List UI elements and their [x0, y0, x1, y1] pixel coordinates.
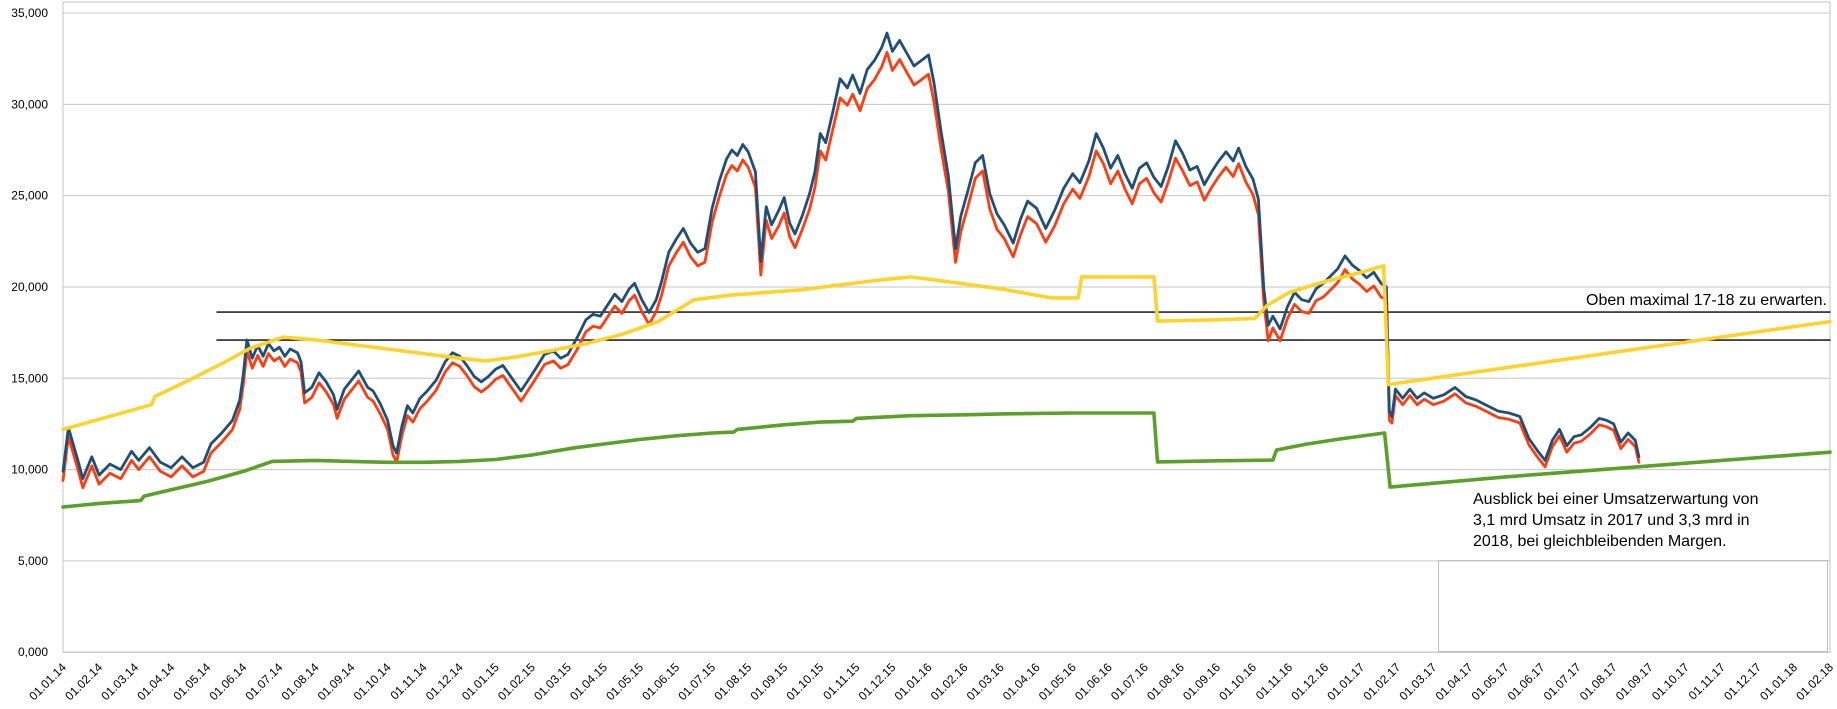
x-tick-label: 01.02.15 [495, 660, 538, 703]
x-tick-label: 01.10.16 [1216, 660, 1259, 703]
y-tick-label: 30,000 [11, 97, 48, 111]
x-tick-label: 01.01.14 [26, 660, 69, 703]
x-tick-label: 01.06.15 [639, 660, 682, 703]
x-tick-label: 01.02.17 [1360, 660, 1403, 703]
x-tick-label: 01.04.15 [567, 660, 610, 703]
x-tick-label: 01.08.16 [1144, 660, 1187, 703]
x-tick-label: 01.08.17 [1577, 660, 1620, 703]
series-price-blue [61, 31, 1641, 481]
x-tick-label: 01.04.17 [1433, 660, 1476, 703]
x-tick-label: 01.03.17 [1397, 660, 1440, 703]
x-tick-label: 01.08.14 [279, 660, 322, 703]
x-tick-label: 01.02.18 [1793, 660, 1836, 703]
annotation-upper-bound: Oben maximal 17-18 zu erwarten. [1586, 292, 1827, 309]
x-tick-label: 01.04.16 [1000, 660, 1043, 703]
y-tick-label: 25,000 [11, 189, 48, 203]
x-tick-label: 01.07.15 [675, 660, 718, 703]
x-tick-label: 01.09.17 [1613, 660, 1656, 703]
series-floor-green [61, 411, 1832, 509]
y-tick-label: 0,000 [18, 645, 48, 659]
y-tick-label: 15,000 [11, 371, 48, 385]
x-tick-label: 01.01.17 [1324, 660, 1367, 703]
x-tick-label: 01.10.15 [783, 660, 826, 703]
x-tick-label: 01.07.16 [1108, 660, 1151, 703]
x-tick-label: 01.12.14 [423, 660, 466, 703]
x-tick-label: 01.12.15 [856, 660, 899, 703]
x-tick-label: 01.04.14 [134, 660, 177, 703]
x-tick-label: 01.01.15 [459, 660, 502, 703]
y-tick-label: 10,000 [11, 463, 48, 477]
x-tick-label: 01.06.14 [206, 660, 249, 703]
series-price-red [61, 50, 1641, 490]
y-tick-label: 20,000 [11, 280, 48, 294]
x-tick-label: 01.06.17 [1505, 660, 1548, 703]
x-tick-label: 01.10.14 [351, 660, 394, 703]
x-tick-label: 01.12.17 [1721, 660, 1764, 703]
x-tick-label: 01.11.15 [820, 660, 863, 703]
x-tick-label: 01.07.17 [1541, 660, 1584, 703]
x-tick-label: 01.05.16 [1036, 660, 1079, 703]
empty-textbox [1438, 560, 1828, 652]
x-tick-label: 01.11.14 [387, 660, 430, 703]
annotation-outlook: Ausblick bei einer Umsatzerwartung von 3… [1473, 491, 1759, 550]
x-tick-label: 01.05.15 [603, 660, 646, 703]
x-tick-label: 01.03.16 [964, 660, 1007, 703]
x-tick-label: 01.06.16 [1072, 660, 1115, 703]
x-tick-label: 01.11.16 [1253, 660, 1296, 703]
x-tick-label: 01.02.16 [928, 660, 971, 703]
x-tick-label: 01.07.14 [243, 660, 286, 703]
x-tick-label: 01.12.16 [1288, 660, 1331, 703]
y-tick-label: 5,000 [18, 554, 48, 568]
x-tick-label: 01.09.14 [315, 660, 358, 703]
x-tick-label: 01.01.16 [892, 660, 935, 703]
x-tick-label: 01.02.14 [62, 660, 105, 703]
x-tick-label: 01.09.15 [747, 660, 790, 703]
x-tick-label: 01.08.15 [711, 660, 754, 703]
x-tick-label: 01.05.14 [170, 660, 213, 703]
x-tick-label: 01.11.17 [1686, 660, 1729, 703]
x-tick-label: 01.03.15 [531, 660, 574, 703]
x-tick-label: 01.09.16 [1180, 660, 1223, 703]
y-tick-label: 35,000 [11, 6, 48, 20]
x-tick-label: 01.01.18 [1757, 660, 1800, 703]
plot-border [62, 1, 1831, 653]
x-tick-label: 01.05.17 [1469, 660, 1512, 703]
x-tick-label: 01.10.17 [1649, 660, 1692, 703]
x-tick-label: 01.03.14 [98, 660, 141, 703]
series-fair-value-yellow [61, 264, 1832, 432]
